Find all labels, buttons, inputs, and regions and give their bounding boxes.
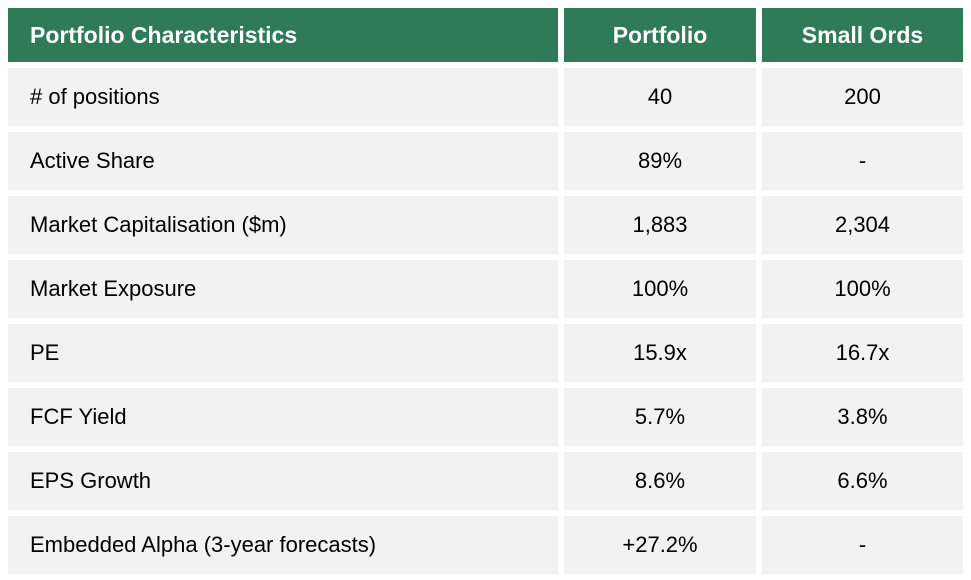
small-ords-value: - [762,132,963,190]
table-header-row: Portfolio Characteristics Portfolio Smal… [8,8,963,62]
table-row: Market Exposure 100% 100% [8,260,963,318]
table-row: PE 15.9x 16.7x [8,324,963,382]
portfolio-value: 40 [564,68,756,126]
table-row: EPS Growth 8.6% 6.6% [8,452,963,510]
row-label: # of positions [8,68,558,126]
portfolio-value: 5.7% [564,388,756,446]
portfolio-value: 100% [564,260,756,318]
row-label: FCF Yield [8,388,558,446]
row-label: Embedded Alpha (3-year forecasts) [8,516,558,574]
portfolio-value: 1,883 [564,196,756,254]
row-label: PE [8,324,558,382]
header-small-ords: Small Ords [762,8,963,62]
small-ords-value: 3.8% [762,388,963,446]
portfolio-value: 89% [564,132,756,190]
row-label: EPS Growth [8,452,558,510]
table-row: Market Capitalisation ($m) 1,883 2,304 [8,196,963,254]
header-portfolio-characteristics: Portfolio Characteristics [8,8,558,62]
row-label: Market Capitalisation ($m) [8,196,558,254]
table-row: Active Share 89% - [8,132,963,190]
small-ords-value: 16.7x [762,324,963,382]
small-ords-value: 200 [762,68,963,126]
small-ords-value: 2,304 [762,196,963,254]
table-row: # of positions 40 200 [8,68,963,126]
header-portfolio: Portfolio [564,8,756,62]
row-label: Active Share [8,132,558,190]
small-ords-value: 100% [762,260,963,318]
portfolio-value: 15.9x [564,324,756,382]
portfolio-value: 8.6% [564,452,756,510]
small-ords-value: 6.6% [762,452,963,510]
table-row: Embedded Alpha (3-year forecasts) +27.2%… [8,516,963,574]
small-ords-value: - [762,516,963,574]
row-label: Market Exposure [8,260,558,318]
table-row: FCF Yield 5.7% 3.8% [8,388,963,446]
portfolio-value: +27.2% [564,516,756,574]
